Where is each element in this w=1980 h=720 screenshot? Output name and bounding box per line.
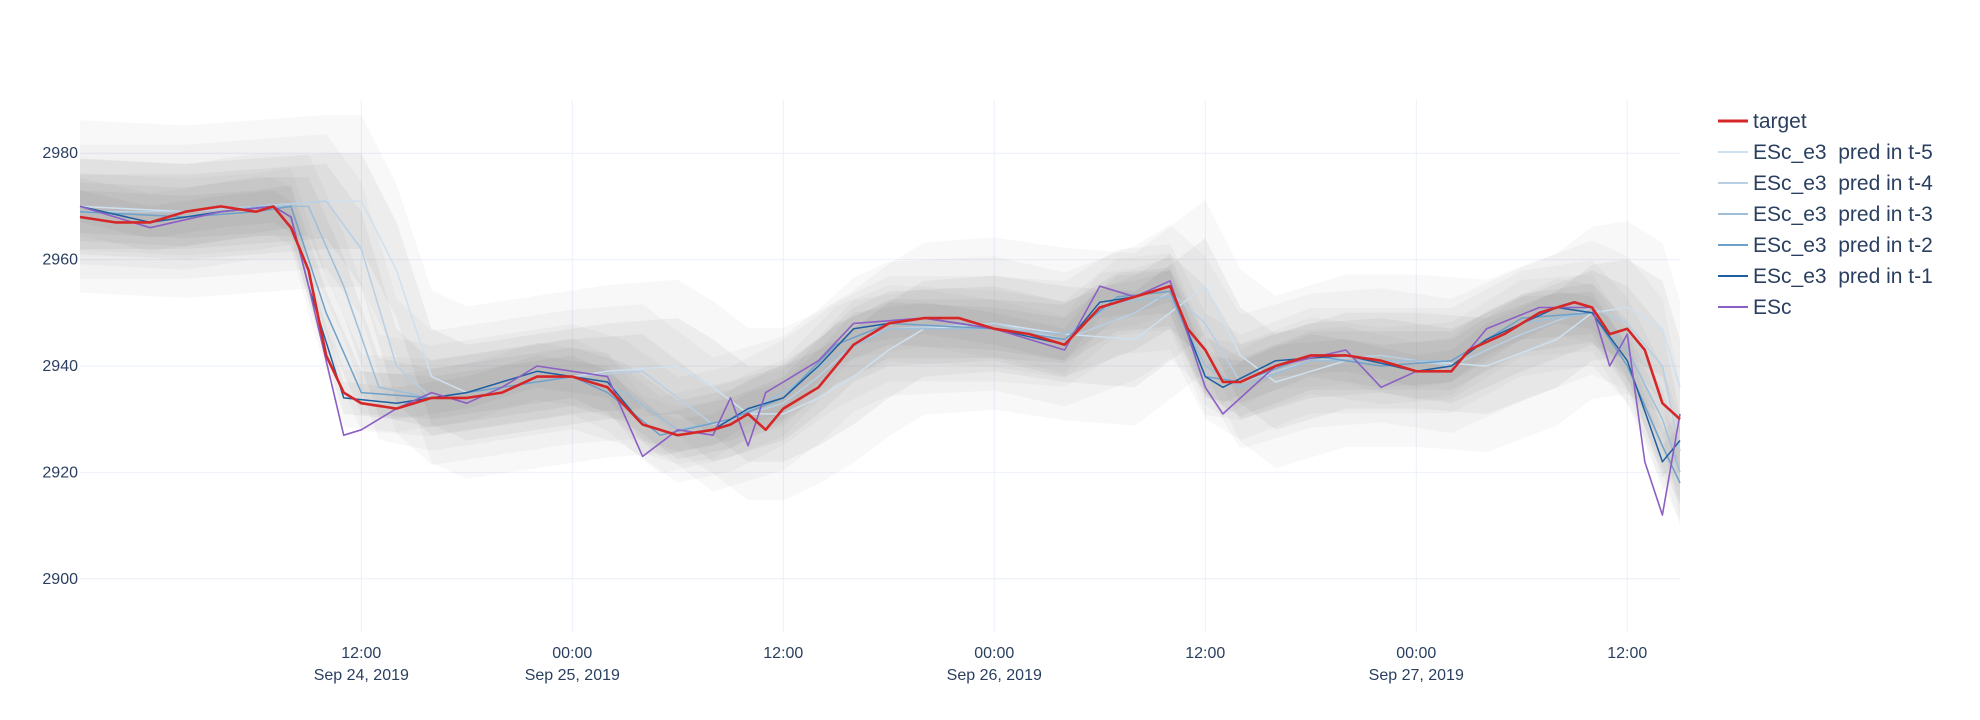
legend-item[interactable]: ESc_e3 pred in t-5 xyxy=(1718,141,1933,164)
y-tick-label: 2900 xyxy=(42,571,78,588)
legend-label: ESc xyxy=(1753,296,1792,319)
legend[interactable]: target ESc_e3 pred in t-5 ESc_e3 pred in t… xyxy=(1718,110,1933,319)
x-tick-label-time: 00:00 xyxy=(1396,645,1436,662)
legend-item[interactable]: ESc_e3 pred in t-3 xyxy=(1718,203,1933,226)
series-line-6 xyxy=(79,205,1681,516)
x-tick-label-time: 00:00 xyxy=(552,645,592,662)
prediction-interval-bands xyxy=(80,114,1680,526)
x-tick-label-time: 12:00 xyxy=(1185,645,1225,662)
y-axis-tick-labels: 2900 2920 2940 2960 2980 xyxy=(42,145,78,588)
legend-item[interactable]: ESc_e3 pred in t-4 xyxy=(1718,172,1933,195)
x-tick-label-time: 12:00 xyxy=(763,645,803,662)
prediction-band xyxy=(80,168,1680,522)
x-tick-label-date: Sep 24, 2019 xyxy=(314,667,409,684)
y-tick-label: 2940 xyxy=(42,358,78,375)
x-tick-label-time: 12:00 xyxy=(341,645,381,662)
x-tick-label-date: Sep 27, 2019 xyxy=(1369,667,1464,684)
legend-label: target xyxy=(1753,110,1807,133)
legend-label: ESc_e3 pred in t-1 xyxy=(1753,265,1933,288)
x-tick-label-time: 00:00 xyxy=(974,645,1014,662)
series-line-5 xyxy=(79,205,1681,463)
prediction-band xyxy=(80,177,1680,502)
legend-label: ESc_e3 pred in t-4 xyxy=(1753,172,1933,195)
x-tick-label-date: Sep 25, 2019 xyxy=(525,667,620,684)
legend-item[interactable]: ESc xyxy=(1718,296,1792,319)
y-tick-label: 2980 xyxy=(42,145,78,162)
x-tick-label-time: 12:00 xyxy=(1607,645,1647,662)
y-tick-label: 2960 xyxy=(42,252,78,269)
prediction-band xyxy=(80,153,1680,462)
legend-item[interactable]: target xyxy=(1718,110,1807,133)
legend-label: ESc_e3 pred in t-3 xyxy=(1753,203,1933,226)
series-line-1 xyxy=(79,200,1681,415)
prediction-band xyxy=(80,163,1680,489)
y-tick-label: 2920 xyxy=(42,464,78,481)
prediction-band xyxy=(80,134,1680,519)
x-axis-tick-labels: 12:00 Sep 24, 2019 00:00 Sep 25, 2019 12:00 0… xyxy=(314,645,1648,684)
prediction-band xyxy=(80,177,1680,491)
prediction-band xyxy=(80,153,1680,526)
series-line-0 xyxy=(79,205,1681,437)
legend-label: ESc_e3 pred in t-2 xyxy=(1753,234,1933,257)
legend-item[interactable]: ESc_e3 pred in t-1 xyxy=(1718,265,1933,288)
legend-label: ESc_e3 pred in t-5 xyxy=(1753,141,1933,164)
gridlines xyxy=(80,100,1680,632)
prediction-band xyxy=(80,185,1680,505)
series-lines xyxy=(79,200,1681,516)
x-tick-label-date: Sep 26, 2019 xyxy=(947,667,1042,684)
prediction-band xyxy=(80,114,1680,501)
legend-item[interactable]: ESc_e3 pred in t-2 xyxy=(1718,234,1933,257)
